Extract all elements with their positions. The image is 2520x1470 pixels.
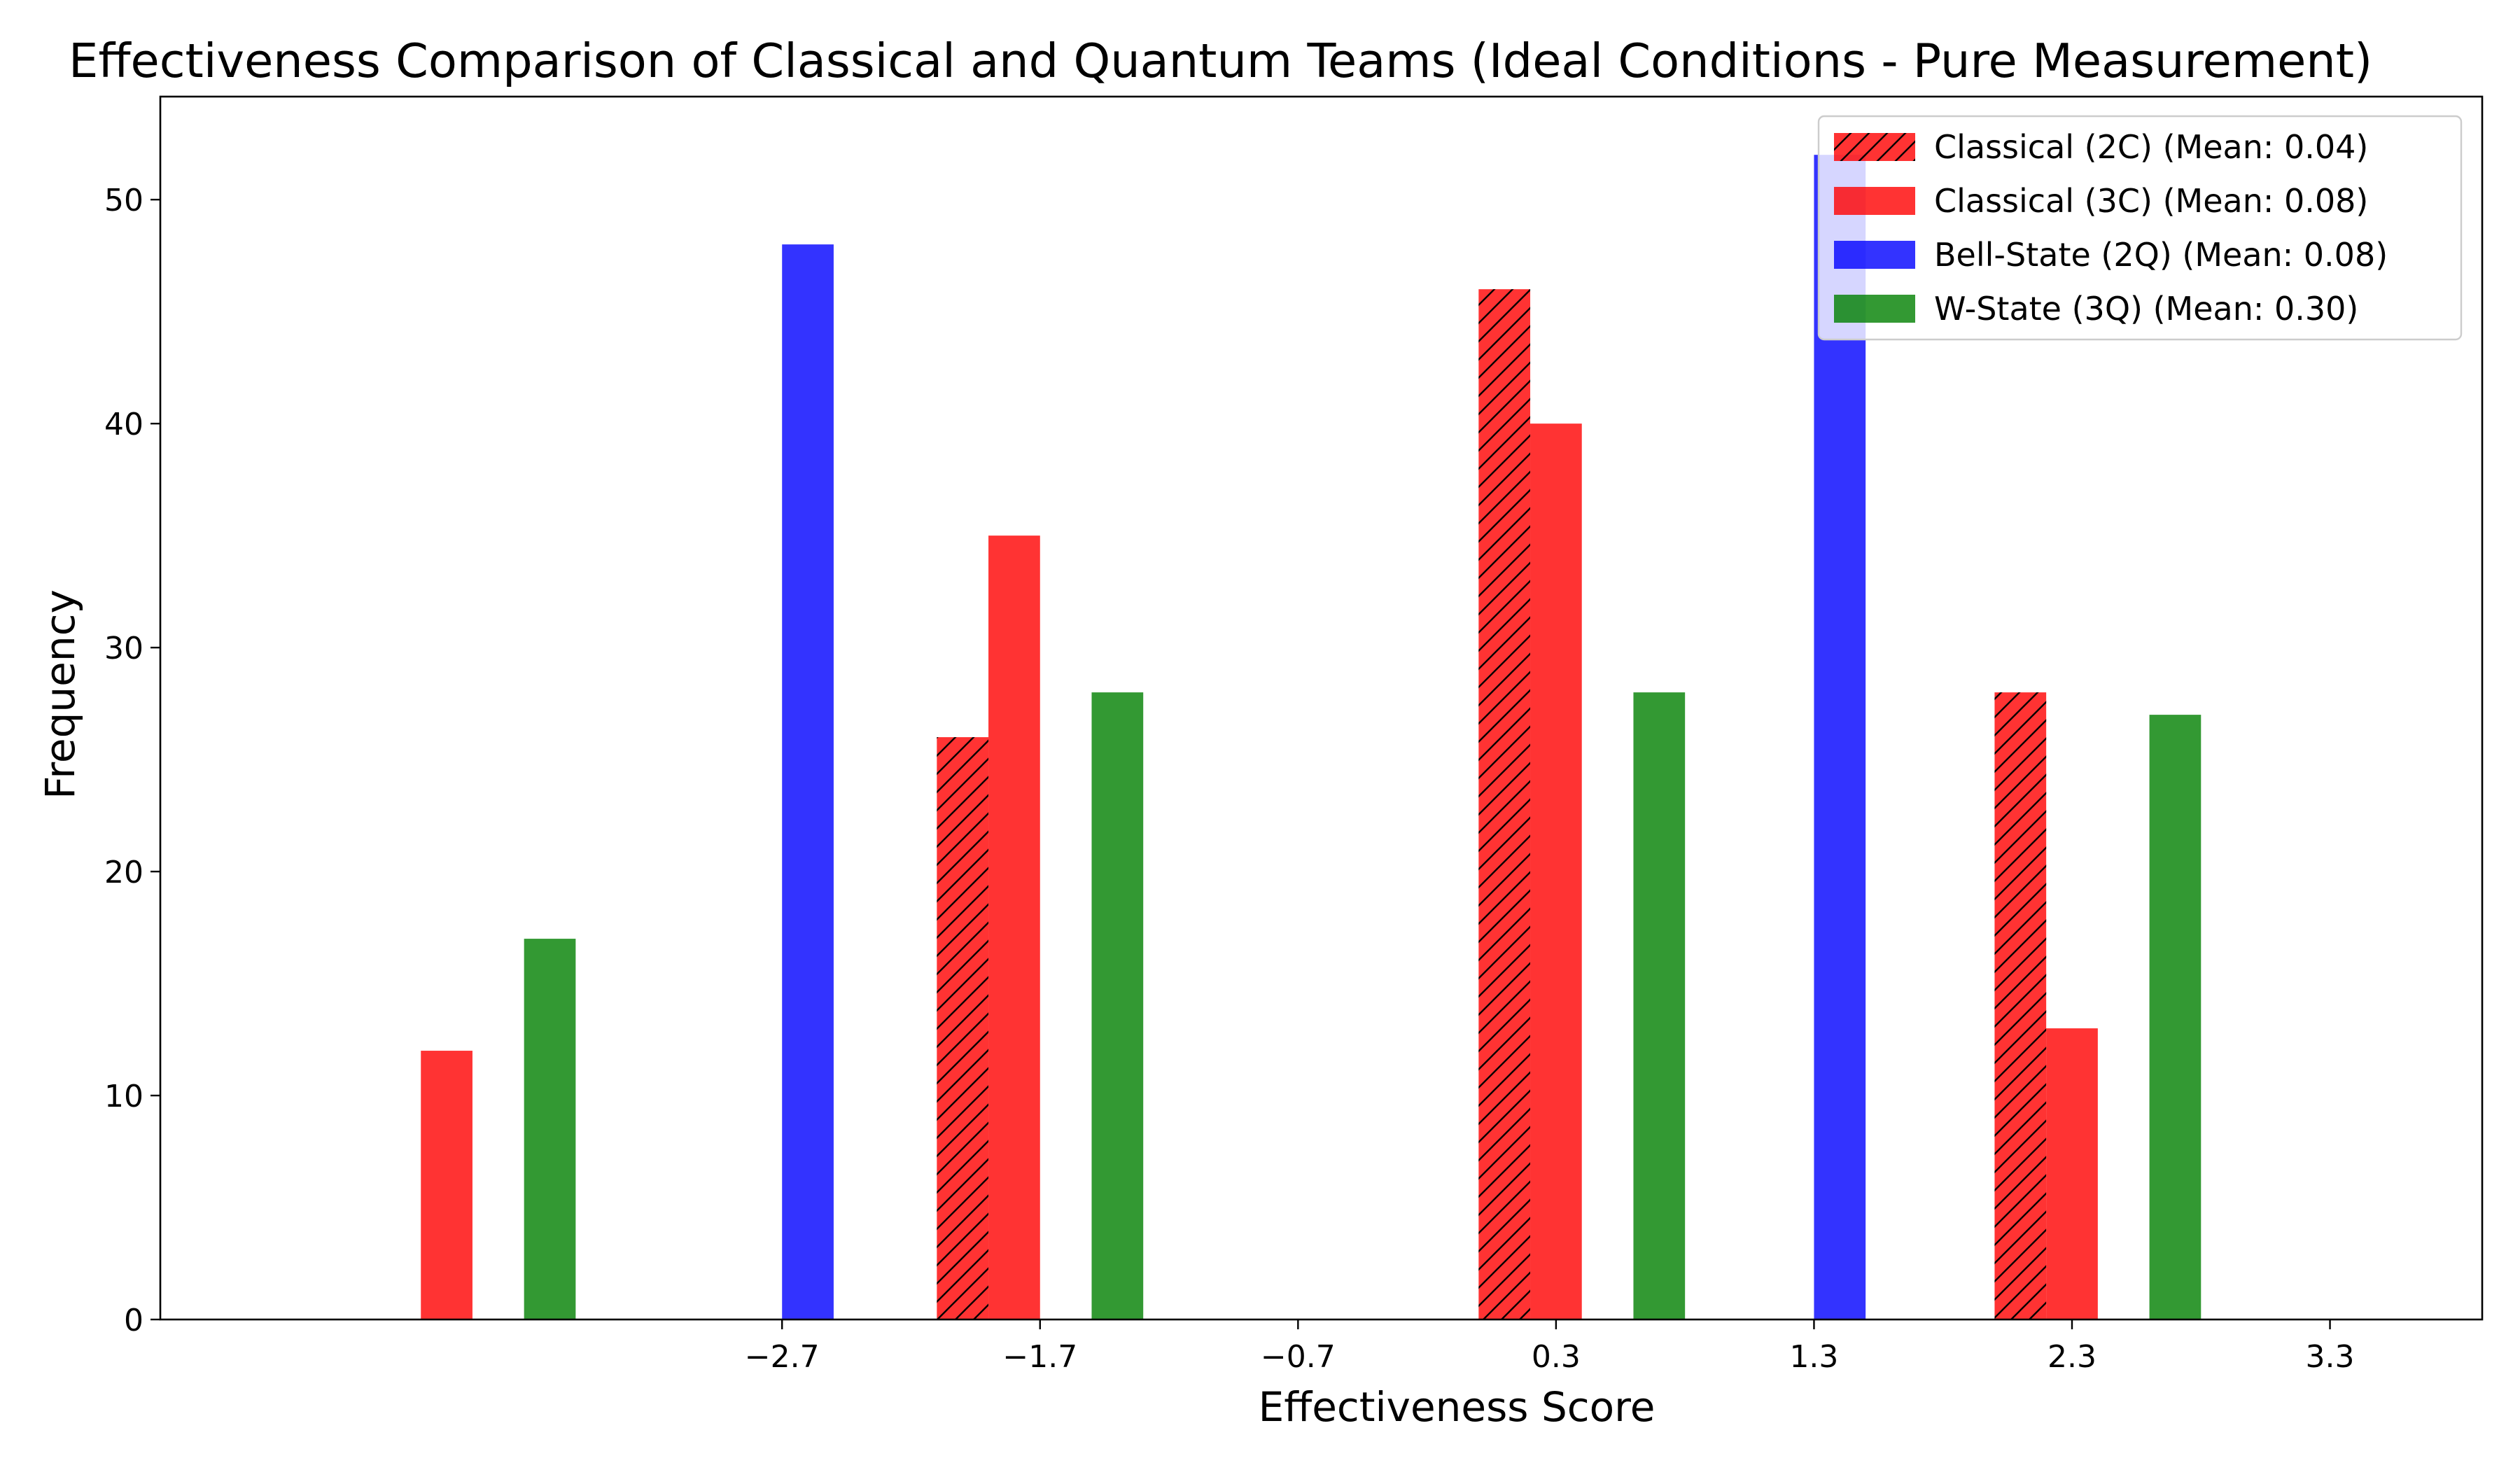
bar-hatch <box>1994 692 2047 1320</box>
series-1 <box>421 424 2098 1320</box>
legend-label: W-State (3Q) (Mean: 0.30) <box>1934 290 2358 328</box>
y-tick-label: 30 <box>104 631 144 666</box>
bar-hatch <box>937 737 989 1320</box>
legend-swatch-hatch <box>1834 133 1915 161</box>
y-tick-label: 20 <box>104 855 144 890</box>
legend-box <box>1817 115 2463 341</box>
x-tick-label: 0.3 <box>1532 1339 1581 1375</box>
bar <box>782 244 834 1320</box>
x-tick-label: −1.7 <box>1002 1339 1077 1375</box>
x-axis-ticks: −2.7 −1.7 −0.7 0.3 1.3 2.3 3.3 <box>745 1320 2355 1375</box>
bar <box>1530 424 1582 1320</box>
x-tick-label: −2.7 <box>745 1339 820 1375</box>
chart-title: Effectiveness Comparison of Classical an… <box>69 34 2372 88</box>
series-3 <box>524 692 2202 1320</box>
bar <box>2149 715 2202 1320</box>
x-tick-label: 2.3 <box>2047 1339 2096 1375</box>
legend-label: Classical (3C) (Mean: 0.08) <box>1934 182 2368 220</box>
bar <box>2046 1028 2098 1320</box>
y-tick-label: 10 <box>104 1079 144 1114</box>
x-tick-label: −0.7 <box>1261 1339 1336 1375</box>
legend: Classical (2C) (Mean: 0.04) Classical (3C… <box>1817 115 2463 341</box>
x-axis-label: Effectiveness Score <box>1259 1383 1656 1431</box>
series-0 <box>937 289 2047 1320</box>
legend-swatch <box>1834 295 1915 323</box>
series-2 <box>782 155 1866 1320</box>
y-tick-label: 50 <box>104 183 144 218</box>
bar-hatch <box>1478 289 1531 1320</box>
bar <box>988 536 1040 1320</box>
x-tick-label: 3.3 <box>2306 1339 2355 1375</box>
bar <box>421 1051 472 1320</box>
y-axis-ticks: 0 10 20 30 40 50 <box>104 183 160 1338</box>
x-tick-label: 1.3 <box>1789 1339 1838 1375</box>
bar <box>1814 155 1866 1320</box>
bar <box>1091 692 1144 1320</box>
y-tick-label: 0 <box>124 1303 144 1338</box>
legend-label: Bell-State (2Q) (Mean: 0.08) <box>1934 236 2388 274</box>
legend-swatch <box>1834 241 1915 269</box>
y-axis-label: Frequency <box>36 589 84 799</box>
bar <box>524 939 576 1320</box>
bar <box>1633 692 1686 1320</box>
plot-area <box>421 155 2202 1320</box>
y-tick-label: 40 <box>104 407 144 442</box>
legend-swatch <box>1834 187 1915 215</box>
plot-frame <box>159 95 2484 1321</box>
legend-label: Classical (2C) (Mean: 0.04) <box>1934 128 2368 166</box>
